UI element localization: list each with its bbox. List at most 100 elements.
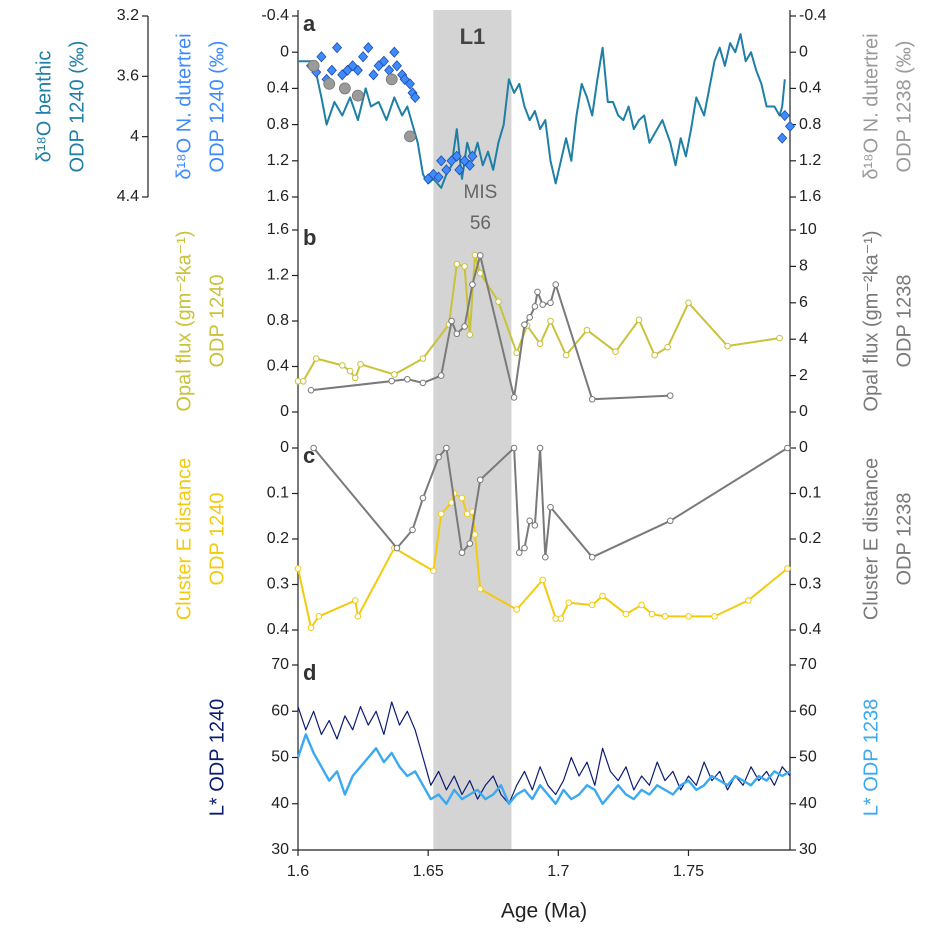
data-point xyxy=(745,597,752,604)
data-point xyxy=(338,362,346,369)
data-point xyxy=(316,51,327,63)
data-line xyxy=(296,733,791,805)
data-point xyxy=(458,549,466,556)
axis-title: L* ODP 1240 xyxy=(206,699,228,817)
y-tick-label: 0.4 xyxy=(799,80,821,97)
y-tick-label: 1.2 xyxy=(267,152,289,169)
data-point xyxy=(648,610,656,618)
data-point xyxy=(448,317,455,325)
interval-note: 56 xyxy=(470,213,491,234)
shaded-interval xyxy=(433,10,512,850)
data-point xyxy=(536,340,544,348)
data-point xyxy=(513,606,520,613)
data-point xyxy=(464,159,475,171)
x-axis-title: Age (Ma) xyxy=(501,900,587,923)
interval-label: L1 xyxy=(460,24,486,49)
data-point xyxy=(451,150,462,162)
data-point xyxy=(552,281,560,288)
y-tick-label: 60 xyxy=(271,702,289,719)
data-point xyxy=(363,42,374,54)
data-point xyxy=(332,42,343,54)
data-point xyxy=(685,299,692,307)
data-line xyxy=(298,254,780,383)
data-point xyxy=(612,348,619,356)
x-tick-label: 1.6 xyxy=(287,863,309,880)
x-tick-label: 1.65 xyxy=(413,863,444,880)
data-point xyxy=(307,59,320,72)
data-point xyxy=(539,576,546,584)
y-tick-label: 70 xyxy=(799,656,817,673)
data-point xyxy=(404,130,416,143)
data-point xyxy=(463,510,471,518)
data-point xyxy=(453,260,461,268)
data-point xyxy=(784,444,791,452)
axis-title: ODP 1238 (‰) xyxy=(893,41,915,173)
axis-title: δ¹⁸O N. dutertrei xyxy=(860,33,882,179)
data-point xyxy=(521,321,528,328)
y-tick-label: 50 xyxy=(799,749,817,766)
data-point xyxy=(779,109,790,122)
data-point xyxy=(476,269,484,277)
data-point xyxy=(515,549,523,556)
data-point xyxy=(467,150,478,162)
data-point xyxy=(476,585,484,593)
axis-title: δ¹⁸O benthic xyxy=(33,51,55,163)
axis-title: ODP 1240 xyxy=(206,274,228,367)
data-point xyxy=(547,503,554,511)
data-point xyxy=(430,567,437,575)
data-point xyxy=(476,476,484,484)
y-tick-label: 0.8 xyxy=(267,116,289,133)
y-tick-label: 30 xyxy=(271,841,289,858)
data-point xyxy=(410,91,421,104)
data-point xyxy=(466,331,474,338)
data-point xyxy=(437,510,445,518)
data-point xyxy=(385,73,398,86)
data-point xyxy=(352,64,363,76)
y-tick-label: 3.2 xyxy=(117,7,139,24)
y-tick-label: 50 xyxy=(271,749,289,766)
y-tick-label: 0.4 xyxy=(267,621,289,638)
data-point xyxy=(388,377,396,385)
y-tick-label: 1.6 xyxy=(267,188,289,205)
data-point xyxy=(326,64,337,76)
data-point xyxy=(784,565,791,572)
data-point xyxy=(419,494,427,502)
y-tick-label: 60 xyxy=(799,702,817,719)
y-tick-label: 0.1 xyxy=(267,485,289,502)
data-point xyxy=(310,444,317,452)
data-point xyxy=(638,601,645,609)
data-point xyxy=(454,164,465,176)
data-point xyxy=(461,323,468,330)
data-point xyxy=(536,444,544,452)
data-point xyxy=(419,355,427,362)
data-point xyxy=(315,613,323,620)
y-tick-label: 1.6 xyxy=(267,221,289,238)
data-point xyxy=(666,392,674,399)
y-tick-label: 30 xyxy=(799,841,817,858)
y-tick-label: 0.4 xyxy=(799,621,821,638)
y-tick-label: 3.6 xyxy=(117,68,139,85)
axis-title: ODP 1238 xyxy=(893,274,915,367)
data-point xyxy=(513,349,520,357)
y-tick-label: -0.4 xyxy=(261,7,289,24)
y-tick-label: 8 xyxy=(799,258,808,275)
data-point xyxy=(351,89,364,102)
axis-title: ODP 1240 (‰) xyxy=(206,41,228,173)
data-point xyxy=(526,517,533,525)
data-point xyxy=(351,374,359,382)
data-point xyxy=(393,544,401,552)
axis-title: ODP 1238 xyxy=(893,492,915,585)
data-point xyxy=(471,531,479,538)
data-point xyxy=(294,565,302,572)
x-tick-label: 1.75 xyxy=(673,863,704,880)
data-point xyxy=(389,46,400,58)
data-point xyxy=(299,377,307,385)
y-tick-label: 0.3 xyxy=(799,576,821,593)
data-point xyxy=(458,494,466,502)
data-point xyxy=(599,592,606,600)
data-point xyxy=(354,613,362,620)
data-point xyxy=(651,351,658,359)
data-point xyxy=(666,517,674,525)
y-tick-label: 4 xyxy=(130,128,139,145)
